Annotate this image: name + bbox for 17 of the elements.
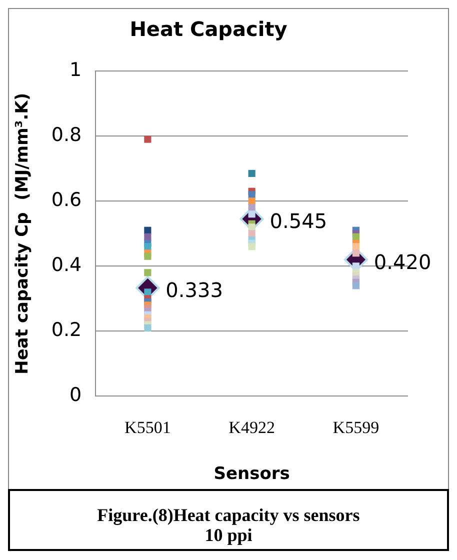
x-tick-label: K5501	[124, 418, 171, 437]
y-tick-label: 0	[70, 384, 82, 406]
chart-title: Heat Capacity	[130, 17, 288, 42]
data-label: 0.545	[270, 209, 328, 234]
x-tick-label: K4922	[228, 418, 275, 437]
data-label: 0.333	[166, 278, 223, 302]
text: 10 ppi	[204, 525, 254, 545]
y-tick-label: 0.8	[51, 124, 82, 146]
text: Figure.(8)Heat capacity vs sensors	[96, 505, 361, 525]
x-tick-label: K5599	[332, 418, 380, 437]
y-axis-title: Heat capacity Cp (MJ/mm³.K)	[12, 92, 33, 374]
y-tick-label: 0.6	[51, 189, 82, 212]
y-tick-label: 0.2	[51, 319, 82, 342]
data-label: 0.420	[374, 250, 432, 274]
y-tick-label: 0.4	[51, 254, 82, 276]
x-axis-title: Sensors	[214, 464, 290, 484]
y-tick-label: 1	[70, 58, 82, 81]
